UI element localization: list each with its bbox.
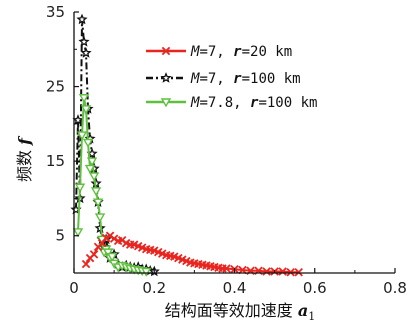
legend-entry-1: M=7, r=100 km — [146, 71, 301, 87]
data-point — [102, 248, 114, 258]
data-point — [72, 228, 84, 238]
axes: 0 0.2 0.4 0.6 0.8 5 15 25 35 — [46, 3, 407, 297]
data-point — [141, 267, 152, 277]
data-point — [74, 183, 86, 193]
data-point — [84, 164, 96, 175]
legend-label: M=7.8, r=100 km — [190, 95, 317, 111]
axis-labels: 结构面等效加速度 a1 频数 f — [15, 135, 315, 323]
legend-label: M=7, r=100 km — [190, 71, 301, 87]
data-point — [92, 198, 104, 208]
series-2 — [72, 94, 152, 277]
y-tick-label: 25 — [46, 78, 65, 96]
data-point — [106, 252, 118, 263]
series-1 — [70, 13, 160, 277]
x-tick-label: 0 — [69, 279, 79, 297]
data-point — [94, 213, 106, 223]
legend-label: M=7, r=20 km — [190, 44, 292, 60]
data-point — [294, 268, 303, 277]
data-point — [76, 13, 88, 25]
y-axis-title: 频数 f — [15, 135, 34, 182]
data-point — [80, 105, 92, 115]
data-point — [78, 94, 90, 104]
data-point — [88, 172, 100, 182]
data-point — [262, 267, 271, 276]
data-point — [78, 35, 90, 47]
data-point — [109, 234, 119, 243]
data-point — [76, 131, 88, 141]
data-point — [72, 114, 84, 125]
x-tick-label: 0.4 — [223, 279, 247, 297]
legend-swatch-marker — [161, 46, 171, 56]
data-point — [82, 138, 94, 148]
x-tick-label: 0.6 — [303, 279, 327, 297]
x-tick-label: 0.8 — [383, 279, 407, 297]
data-point — [286, 268, 295, 277]
data-point — [222, 264, 231, 273]
series-0 — [81, 231, 303, 277]
y-tick-label: 5 — [55, 227, 65, 245]
data-point — [89, 250, 99, 259]
x-tick-label: 0.2 — [142, 279, 166, 297]
series-layer — [70, 13, 303, 277]
y-tick-label: 15 — [46, 152, 65, 170]
legend-entry-2: M=7.8, r=100 km — [146, 95, 317, 111]
data-point — [90, 187, 102, 197]
data-point — [80, 47, 92, 58]
y-tick-label: 35 — [46, 3, 65, 21]
data-point — [86, 157, 98, 167]
legend-swatch-marker — [160, 72, 172, 83]
data-point — [81, 259, 91, 269]
legend-entry-0: M=7, r=20 km — [146, 44, 292, 60]
legend-swatch-marker — [160, 98, 172, 108]
x-axis-title: 结构面等效加速度 a1 — [165, 301, 315, 323]
data-point — [278, 267, 287, 276]
data-point — [101, 233, 111, 243]
legend: M=7, r=20 km M=7, r=100 km M=7.8, r=100 km — [146, 44, 317, 111]
